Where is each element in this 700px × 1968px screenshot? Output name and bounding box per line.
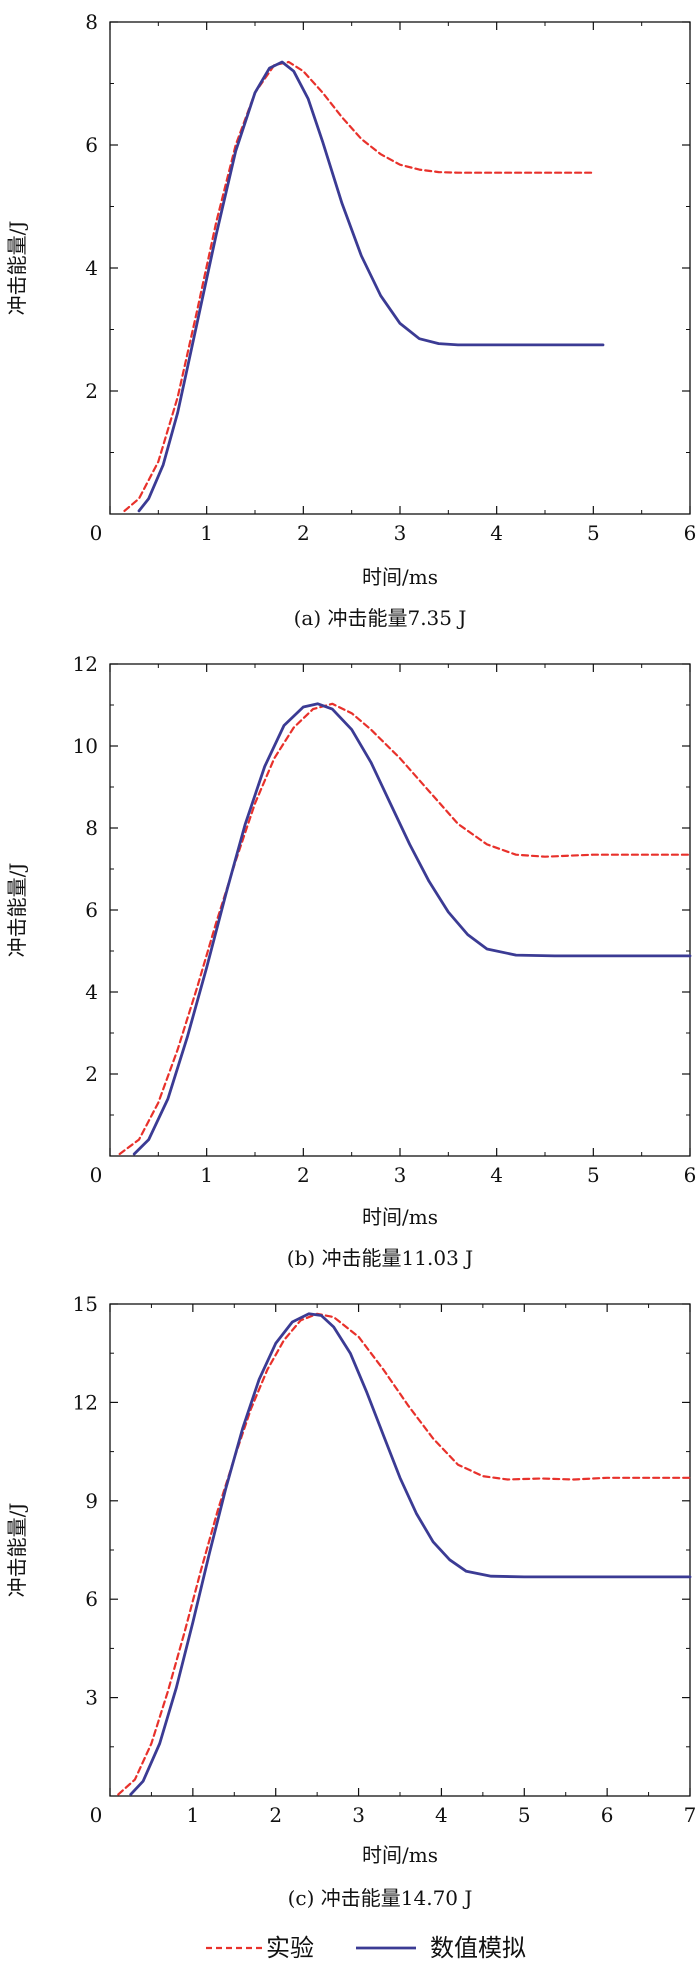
x-tick-label: 5 (518, 1803, 531, 1827)
series-line-experiment (117, 1312, 692, 1796)
series-line-simulation (129, 1312, 692, 1796)
panel-caption: (b) 冲击能量11.03 J (287, 1246, 473, 1270)
x-tick-label: 2 (297, 1163, 310, 1187)
y-tick-label: 9 (85, 1489, 98, 1513)
y-tick-label: 4 (85, 256, 98, 280)
x-axis-title: 时间/ms (362, 1205, 438, 1229)
series-line-simulation (132, 702, 692, 1156)
x-tick-label: 4 (435, 1803, 448, 1827)
x-tick-label: 5 (587, 521, 600, 545)
x-tick-label: 6 (684, 1163, 697, 1187)
x-axis-title: 时间/ms (362, 1843, 438, 1867)
y-tick-label: 10 (73, 734, 98, 758)
y-tick-label: 6 (85, 133, 98, 157)
y-axis-title: 冲击能量/J (5, 1503, 29, 1598)
y-tick-label: 3 (85, 1686, 98, 1710)
y-tick-label: 8 (85, 10, 98, 34)
origin-label: 0 (90, 1803, 103, 1827)
x-tick-label: 3 (394, 521, 407, 545)
plot-frame (109, 1303, 691, 1797)
y-tick-label: 2 (85, 1062, 98, 1086)
legend: 实验 数值模拟 (206, 1934, 526, 1962)
y-axis-title: 冲击能量/J (5, 221, 29, 316)
y-tick-label: 12 (73, 1390, 98, 1414)
y-tick-label: 15 (73, 1292, 98, 1316)
x-tick-label: 1 (186, 1803, 199, 1827)
legend-label-simulation: 数值模拟 (430, 1934, 526, 1962)
y-tick-label: 12 (73, 652, 98, 676)
x-tick-label: 3 (352, 1803, 365, 1827)
panel-caption: (c) 冲击能量14.70 J (288, 1886, 473, 1910)
x-tick-label: 1 (200, 521, 213, 545)
y-tick-label: 4 (85, 980, 98, 1004)
y-tick-label: 8 (85, 816, 98, 840)
origin-label: 0 (90, 1163, 103, 1187)
series-line-experiment (123, 60, 595, 512)
x-tick-label: 1 (200, 1163, 213, 1187)
series-line-simulation (137, 60, 605, 513)
x-tick-label: 3 (394, 1163, 407, 1187)
y-tick-label: 6 (85, 898, 98, 922)
x-tick-label: 4 (490, 521, 503, 545)
origin-label: 0 (90, 521, 103, 545)
x-axis-title: 时间/ms (362, 565, 438, 589)
y-tick-label: 6 (85, 1587, 98, 1611)
chart-panel-1: 1 2 3 4 5 6 0 2 4 6 8 时间/ms 冲击能量/J (a) 冲击能量7.35 J (5, 10, 696, 630)
plot-frame (109, 663, 691, 1157)
panel-caption: (a) 冲击能量7.35 J (294, 606, 467, 630)
x-tick-label: 5 (587, 1163, 600, 1187)
x-tick-label: 2 (269, 1803, 282, 1827)
x-tick-label: 4 (490, 1163, 503, 1187)
plot-frame (109, 21, 691, 515)
series-line-experiment (118, 702, 692, 1156)
x-tick-label: 6 (601, 1803, 614, 1827)
legend-label-experiment: 实验 (266, 1934, 314, 1962)
y-tick-label: 2 (85, 379, 98, 403)
x-tick-label: 6 (684, 521, 697, 545)
y-axis-title: 冲击能量/J (5, 863, 29, 958)
x-tick-label: 7 (684, 1803, 697, 1827)
x-tick-label: 2 (297, 521, 310, 545)
